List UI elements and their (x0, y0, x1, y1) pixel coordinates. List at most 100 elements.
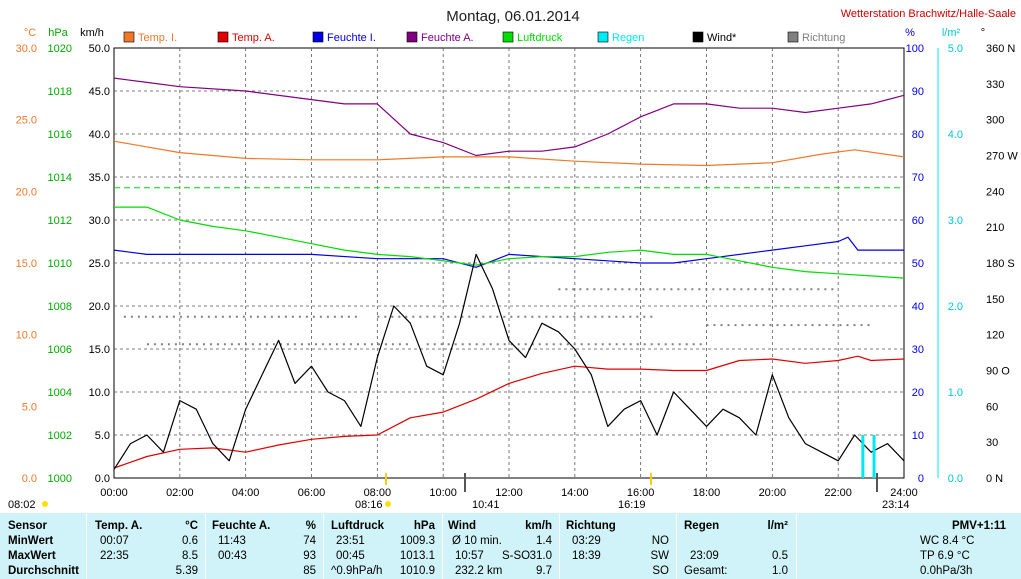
dir-min: NO (651, 535, 669, 547)
hum-tick-label: 0 (918, 473, 924, 485)
press-tick-label: 1018 (48, 86, 72, 98)
wind-max-dir: S-SO (502, 550, 531, 562)
chart-axes: 30.0 25.0 20.0 15.0 10.0 5.0 0.0 1020 1018 1016 10… (16, 43, 1019, 499)
time-tick-label: 06:00 (298, 487, 326, 499)
table-row-label: Durchschnitt (8, 565, 79, 577)
time-tick-label: 02:00 (166, 487, 194, 499)
legend-swatch (312, 31, 324, 43)
wind-tick-label: 30.0 (89, 215, 110, 227)
plot-frame (113, 47, 905, 479)
temp-tick-label: 10.0 (16, 330, 37, 342)
temp-tick-label: 30.0 (16, 43, 37, 55)
hum-tick-label: 90 (912, 86, 924, 98)
temp-tick-label: 25.0 (16, 115, 37, 127)
press-max: 1013.1 (399, 550, 435, 562)
time-tick-label: 04:00 (232, 487, 260, 499)
legend-label: Luftdruck (517, 32, 563, 44)
legend-label: Temp. I. (138, 32, 177, 44)
temp-tick-label: 20.0 (16, 186, 37, 198)
legend-swatch (406, 31, 418, 43)
wind-tick-label: 35.0 (89, 172, 110, 184)
wind-tick-label: 20.0 (89, 301, 110, 313)
table-column-separator (442, 513, 443, 579)
press-max-time: 00:45 (336, 550, 365, 562)
legend-label: Feuchte I. (327, 32, 376, 44)
unit-press: hPa (48, 27, 68, 39)
dir-tick-label: 270 W (986, 151, 1018, 163)
feuchte-i-line (113, 236, 904, 268)
rain-total: 1.0 (772, 565, 788, 577)
press-tick-label: 1016 (48, 129, 72, 141)
dir-tick-label: 330 (986, 79, 1004, 91)
hum-tick-label: 40 (912, 301, 924, 313)
dir-min-time: 03:29 (572, 535, 601, 547)
temp-avg: 5.39 (175, 565, 198, 577)
wind-tick-label: 10.0 (89, 387, 110, 399)
wind-line (113, 253, 905, 470)
temp-tick-label: 5.0 (22, 401, 37, 413)
hum-tick-label: 100 (906, 43, 924, 55)
legend-swatch (597, 31, 609, 43)
wind-unit: km/h (525, 520, 552, 532)
dir-tick-label: 300 (986, 115, 1004, 127)
dir-tick-label: 210 (986, 222, 1004, 234)
hum-min-time: 11:43 (218, 535, 246, 547)
time-tick-label: 12:00 (495, 487, 523, 499)
dir-tick-label: 360 N (986, 43, 1015, 55)
rain-tick-label: 5.0 (948, 43, 963, 55)
dir-tick-label: 180 S (986, 258, 1015, 270)
dir-tick-label: 60 (986, 401, 998, 413)
legend-label: Richtung (802, 32, 845, 44)
time-tick-label: 18:00 (693, 487, 721, 499)
pmv-dewpoint: TP 6.9 °C (920, 550, 970, 562)
temp-min: 0.6 (182, 535, 198, 547)
wind-tick-label: 5.0 (95, 430, 110, 442)
hum-max: 93 (303, 550, 316, 562)
pmv-windchill: WC 8.4 °C (920, 535, 975, 547)
press-tick-label: 1006 (48, 344, 72, 356)
hum-tick-label: 30 (912, 344, 924, 356)
rain-header: Regen (684, 520, 720, 532)
table-row-label: Sensor (8, 520, 47, 532)
table-column-separator (205, 513, 206, 579)
temp-tick-label: 15.0 (16, 258, 37, 270)
time-tick-label: 08:00 (364, 487, 392, 499)
legend-label: Feuchte A. (421, 32, 474, 44)
press-header: Luftdruck (331, 520, 385, 532)
table-column-separator (796, 513, 797, 579)
press-tick-label: 1020 (48, 43, 72, 55)
dir-max-time: 18:39 (572, 550, 601, 562)
station-name: Wetterstation Brachwitz/Halle-Saale (841, 8, 1016, 20)
dir-tick-label: 120 (986, 330, 1004, 342)
dir-max: SW (650, 550, 669, 562)
press-min-time: 23:51 (336, 535, 365, 547)
press-unit: hPa (413, 520, 435, 532)
sunset-time: 16:19 (618, 499, 646, 511)
temp-i-line (113, 140, 905, 167)
temp-max-time: 22:35 (100, 550, 129, 562)
legend-label: Regen (612, 32, 644, 44)
unit-rain: l/m² (942, 27, 961, 39)
hum-header: Feuchte A. (212, 520, 271, 532)
pmv-rate: 0.0hPa/3h (920, 565, 973, 577)
weather-chart: Montag, 06.01.2014 Wetterstation Brachwi… (8, 8, 1019, 511)
rain-tick-label: 0.0 (948, 473, 963, 485)
wind-tick-label: 15.0 (89, 344, 110, 356)
sun-moon-marks: 08:02 08:16 10:41 16:19 23:14 (8, 473, 910, 511)
unit-temp: °C (24, 27, 36, 39)
moon-time: 10:41 (472, 499, 500, 511)
time-tick-label: 22:00 (824, 487, 852, 499)
feuchte-a-line (113, 77, 905, 157)
table-row-label: MaxWert (8, 550, 56, 562)
rain-tick-label: 2.0 (948, 301, 963, 313)
press-min: 1009.3 (399, 535, 435, 547)
wind-min: 1.4 (536, 535, 552, 547)
table-column-separator (323, 513, 324, 579)
press-tick-label: 1004 (48, 387, 72, 399)
press-tick-label: 1008 (48, 301, 72, 313)
wind-tick-label: 40.0 (89, 129, 110, 141)
wind-header: Wind (448, 520, 476, 532)
dir-header: Richtung (566, 520, 616, 532)
wind-max: 31.0 (529, 550, 552, 562)
sun-icon (385, 501, 391, 507)
